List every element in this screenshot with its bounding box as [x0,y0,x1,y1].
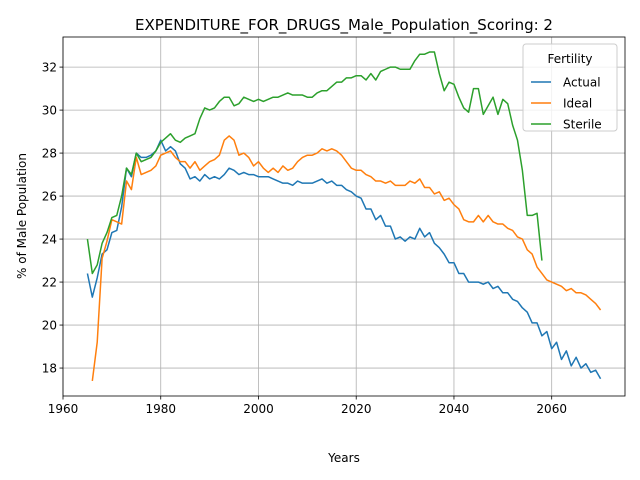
y-tick-label: 30 [42,104,57,118]
x-tick-label: 2000 [243,402,274,416]
legend-title: Fertility [547,52,592,66]
legend-items: Actual Ideal Sterile [531,76,602,132]
y-tick-label: 24 [42,233,57,247]
legend-label-ideal: Ideal [563,97,592,111]
y-tick-label: 32 [42,61,57,75]
x-tick-label: 2040 [439,402,470,416]
x-tick-label: 1960 [48,402,79,416]
series-lines [86,51,602,382]
y-tick-label: 28 [42,147,57,161]
y-axis-label: % of Male Population [15,153,29,279]
plot-frame [62,36,626,397]
series-line-actual [86,139,602,380]
x-axis-label: Years [327,451,360,465]
chart-title: EXPENDITURE_FOR_DRUGS_Male_Population_Sc… [135,16,553,35]
y-tick-label: 26 [42,190,57,204]
y-tick-label: 22 [42,276,57,290]
y-tick-label: 20 [42,319,57,333]
legend: Fertility Actual Ideal Sterile [522,43,618,132]
series-line-sterile [86,51,543,275]
series-line-ideal [91,135,602,382]
x-tick-label: 2020 [341,402,372,416]
axis-ticks: 1960 1980 2000 2020 2040 2060 18 20 22 24 26 28 30 32 [42,61,567,416]
legend-label-actual: Actual [563,76,601,90]
legend-box [522,43,618,132]
x-tick-label: 2060 [536,402,567,416]
grid [62,37,625,396]
y-tick-label: 18 [42,362,57,376]
legend-label-sterile: Sterile [563,118,602,132]
x-tick-label: 1980 [145,402,176,416]
